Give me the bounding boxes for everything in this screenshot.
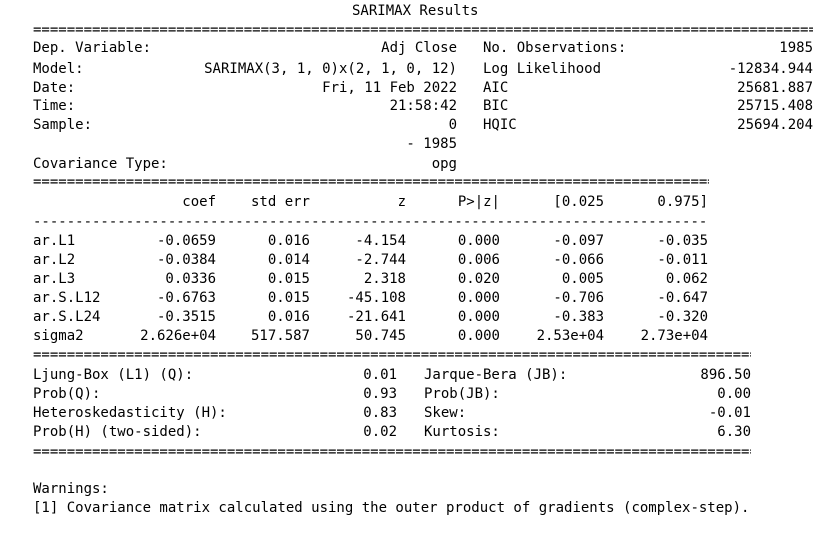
summary-left-value: Adj Close xyxy=(381,40,457,56)
coef-cell: 0.0336 xyxy=(165,271,216,287)
summary-right-label: Log Likelihood xyxy=(483,61,602,77)
coef-row-name: sigma2 xyxy=(33,328,84,344)
coef-cell: -21.641 xyxy=(346,309,406,325)
coef-cell: 517.587 xyxy=(250,328,310,344)
coef-cell: 0.005 xyxy=(561,271,604,287)
double-rule-top: ========================================… xyxy=(33,24,813,36)
coef-cell: -0.066 xyxy=(553,252,604,268)
coef-cell: 0.000 xyxy=(457,233,500,249)
diag-right-label: Jarque-Bera (JB): xyxy=(424,367,568,383)
summary-right-value: 1985 xyxy=(779,40,813,56)
coef-cell: -0.706 xyxy=(553,290,604,306)
coef-cell: -0.6763 xyxy=(156,290,216,306)
coef-row-name: ar.S.L24 xyxy=(33,309,101,325)
coef-row-name: ar.L2 xyxy=(33,252,76,268)
coef-cell: -0.0384 xyxy=(156,252,216,268)
dashed-rule: ----------------------------------------… xyxy=(33,216,709,228)
summary-left-label: Dep. Variable: xyxy=(33,40,152,56)
coef-cell: -0.0659 xyxy=(156,233,216,249)
coef-cell: 0.016 xyxy=(267,233,310,249)
diag-left-label: Heteroskedasticity (H): xyxy=(33,405,227,421)
coef-header: 0.975] xyxy=(657,194,708,210)
coef-cell: 2.73e+04 xyxy=(640,328,708,344)
diag-left-label: Ljung-Box (L1) (Q): xyxy=(33,367,194,383)
summary-right-label: BIC xyxy=(483,98,509,114)
coef-header: coef xyxy=(182,194,216,210)
coef-cell: -4.154 xyxy=(355,233,406,249)
coef-cell: 0.015 xyxy=(267,290,310,306)
summary-right-value: 25694.204 xyxy=(737,117,813,133)
summary-left-value: SARIMAX(3, 1, 0)x(2, 1, 0, 12) xyxy=(204,61,457,77)
coef-cell: 2.318 xyxy=(363,271,406,287)
summary-left-value: - 1985 xyxy=(406,136,457,152)
diag-right-value: 896.50 xyxy=(700,367,751,383)
double-rule-coef-top: ========================================… xyxy=(33,176,709,188)
coef-cell: 0.014 xyxy=(267,252,310,268)
coef-header: [0.025 xyxy=(553,194,604,210)
diag-right-value: 6.30 xyxy=(717,424,751,440)
diag-left-value: 0.02 xyxy=(363,424,397,440)
coef-cell: -0.320 xyxy=(657,309,708,325)
coef-cell: -0.097 xyxy=(553,233,604,249)
coef-cell: -0.035 xyxy=(657,233,708,249)
coef-cell: -0.383 xyxy=(553,309,604,325)
coef-cell: 0.000 xyxy=(457,328,500,344)
coef-cell: -0.647 xyxy=(657,290,708,306)
results-title: SARIMAX Results xyxy=(352,3,479,19)
warning-item: [1] Covariance matrix calculated using t… xyxy=(33,500,750,516)
summary-left-value: 0 xyxy=(448,117,457,133)
coef-cell: 0.000 xyxy=(457,309,500,325)
diag-left-label: Prob(H) (two-sided): xyxy=(33,424,202,440)
summary-left-value: opg xyxy=(431,156,457,172)
diag-left-value: 0.93 xyxy=(363,386,397,402)
summary-right-value: 25681.887 xyxy=(737,80,813,96)
coef-cell: 0.000 xyxy=(457,290,500,306)
coef-cell: 0.006 xyxy=(457,252,500,268)
coef-cell: 2.626e+04 xyxy=(140,328,216,344)
diag-right-label: Skew: xyxy=(424,405,467,421)
coef-cell: -0.011 xyxy=(657,252,708,268)
summary-left-label: Time: xyxy=(33,98,76,114)
coef-row-name: ar.L3 xyxy=(33,271,76,287)
double-rule-diagnostics-top: ========================================… xyxy=(33,349,751,361)
summary-left-label: Date: xyxy=(33,80,76,96)
summary-left-label: Covariance Type: xyxy=(33,156,168,172)
coef-cell: 0.020 xyxy=(457,271,500,287)
coef-cell: 0.016 xyxy=(267,309,310,325)
coef-cell: 0.062 xyxy=(665,271,708,287)
summary-right-label: No. Observations: xyxy=(483,40,627,56)
coef-cell: -0.3515 xyxy=(156,309,216,325)
coef-cell: -45.108 xyxy=(346,290,406,306)
diag-right-label: Kurtosis: xyxy=(424,424,500,440)
summary-left-value: 21:58:42 xyxy=(389,98,457,114)
coef-header: std err xyxy=(250,194,310,210)
diag-right-value: 0.00 xyxy=(717,386,751,402)
coef-row-name: ar.S.L12 xyxy=(33,290,101,306)
coef-header: P>|z| xyxy=(457,194,500,210)
coef-row-name: ar.L1 xyxy=(33,233,76,249)
diag-left-value: 0.01 xyxy=(363,367,397,383)
coef-cell: 50.745 xyxy=(355,328,406,344)
summary-right-value: 25715.408 xyxy=(737,98,813,114)
diag-left-label: Prob(Q): xyxy=(33,386,101,402)
coef-cell: 2.53e+04 xyxy=(536,328,604,344)
diag-right-value: -0.01 xyxy=(708,405,751,421)
summary-left-value: Fri, 11 Feb 2022 xyxy=(322,80,457,96)
coef-cell: -2.744 xyxy=(355,252,406,268)
summary-right-label: HQIC xyxy=(483,117,517,133)
warnings-heading: Warnings: xyxy=(33,481,109,497)
coef-cell: 0.015 xyxy=(267,271,310,287)
summary-right-value: -12834.944 xyxy=(728,61,813,77)
coef-header: z xyxy=(397,194,406,210)
double-rule-diagnostics-bottom: ========================================… xyxy=(33,446,751,458)
summary-left-label: Model: xyxy=(33,61,84,77)
diag-left-value: 0.83 xyxy=(363,405,397,421)
summary-right-label: AIC xyxy=(483,80,509,96)
summary-left-label: Sample: xyxy=(33,117,93,133)
diag-right-label: Prob(JB): xyxy=(424,386,500,402)
